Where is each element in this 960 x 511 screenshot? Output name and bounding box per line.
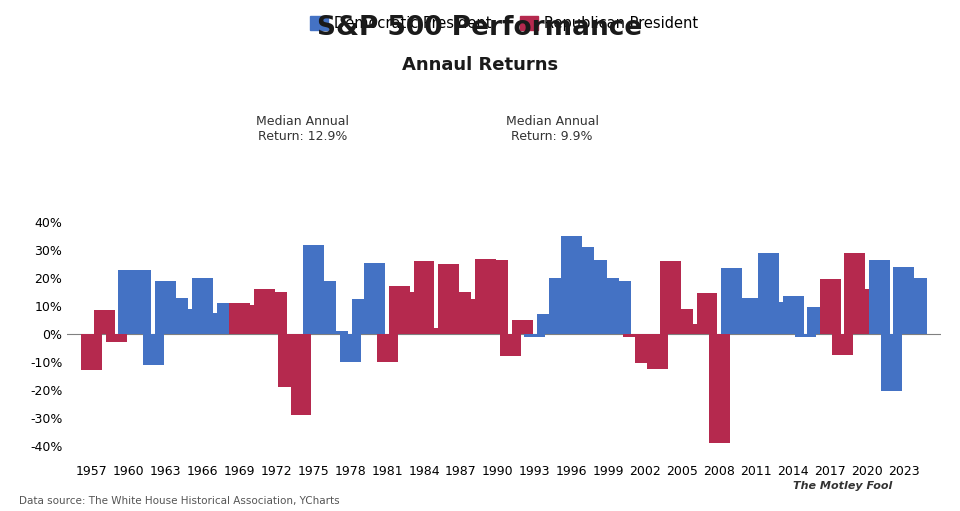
Bar [562,236,582,334]
Bar [733,298,755,334]
Bar [106,334,127,342]
Bar [488,260,508,334]
Bar [820,280,841,334]
Legend: Democratic President, Republican President: Democratic President, Republican Preside… [304,10,704,37]
Bar [672,309,693,334]
Bar [167,298,188,334]
Bar [82,334,103,370]
Bar [524,334,545,337]
Bar [131,270,152,334]
Bar [302,245,324,334]
Bar [204,313,226,334]
Text: The Motley Fool: The Motley Fool [793,480,893,491]
Bar [598,278,619,334]
Bar [573,247,594,334]
Bar [623,334,643,337]
Bar [438,264,459,334]
Bar [266,292,287,334]
Bar [143,334,164,365]
Bar [450,292,471,334]
Bar [327,331,348,334]
Text: Median Annual
Return: 12.9%: Median Annual Return: 12.9% [256,115,348,143]
Bar [118,270,139,334]
Bar [708,334,730,443]
Bar [253,289,275,334]
Bar [315,281,336,334]
Bar [389,287,410,334]
Bar [401,292,422,334]
Bar [241,305,262,334]
Bar [463,299,484,334]
Bar [844,253,865,334]
Bar [869,260,890,334]
Bar [636,334,656,363]
Bar [192,278,213,334]
Bar [881,334,902,391]
Bar [278,334,300,387]
Text: Data source: The White House Historical Association, YCharts: Data source: The White House Historical … [19,496,340,506]
Bar [94,310,114,334]
Bar [414,261,435,334]
Bar [795,334,816,337]
Bar [365,263,385,334]
Bar [376,334,397,362]
Bar [856,289,877,334]
Bar [807,308,828,334]
Text: Annaul Returns: Annaul Returns [402,56,558,74]
Bar [512,320,533,334]
Bar [426,329,446,334]
Bar [500,334,520,356]
Bar [660,261,681,334]
Bar [647,334,668,369]
Bar [721,268,742,334]
Bar [782,296,804,334]
Bar [340,334,361,362]
Bar [684,324,706,334]
Bar [217,303,238,334]
Bar [905,278,926,334]
Bar [475,259,496,334]
Bar [697,293,717,334]
Bar [229,303,250,334]
Bar [611,281,632,334]
Bar [586,260,607,334]
Bar [746,298,767,334]
Text: S&P 500 Performance: S&P 500 Performance [318,15,642,41]
Bar [291,334,311,415]
Bar [549,278,570,334]
Bar [156,281,176,334]
Text: Median Annual
Return: 9.9%: Median Annual Return: 9.9% [506,115,598,143]
Bar [180,309,201,334]
Bar [758,253,779,334]
Bar [832,334,852,355]
Bar [894,267,914,334]
Bar [352,299,373,334]
Bar [770,302,791,334]
Bar [537,314,558,334]
